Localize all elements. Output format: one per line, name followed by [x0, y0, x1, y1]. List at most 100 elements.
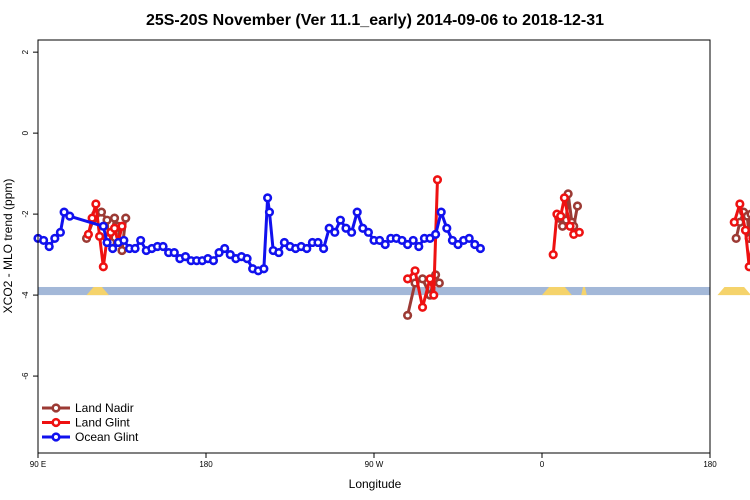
land-glint-point	[565, 221, 575, 231]
legend-item: Land Nadir	[42, 401, 134, 415]
series-ocean-glint	[33, 193, 486, 276]
land-nadir-point	[731, 233, 741, 244]
ocean-glint-point	[274, 247, 284, 258]
ocean-glint-point	[50, 233, 60, 244]
ocean-glint-point	[447, 235, 458, 246]
y-tick-label: -6	[21, 372, 30, 380]
land-nadir-point	[117, 245, 127, 256]
ocean-glint-point	[130, 243, 140, 254]
land-glint-point	[410, 266, 420, 276]
ocean-glint-point	[319, 243, 329, 254]
land-glint-point	[425, 274, 435, 284]
land-nadir-point	[746, 209, 750, 219]
land-block	[581, 286, 587, 296]
y-tick-label: 2	[21, 49, 30, 54]
land-glint-point	[574, 227, 584, 237]
x-tick-label: 180	[199, 460, 213, 469]
ocean-glint-point	[65, 211, 75, 221]
ocean-glint-point	[279, 237, 290, 248]
ocean-glint-point	[180, 252, 191, 262]
legend-label: Land Glint	[75, 416, 130, 430]
legend-label: Land Nadir	[75, 401, 134, 415]
land-glint-point	[94, 231, 105, 241]
y-axis: 2 0 -2 -4 -6	[21, 49, 38, 380]
legend-marker	[51, 417, 61, 428]
ocean-glint-point	[220, 243, 230, 254]
land-glint-point	[83, 229, 93, 239]
ocean-glint-point	[38, 235, 49, 246]
land-block	[542, 286, 572, 296]
y-tick-label: -2	[21, 210, 30, 218]
ocean-glint-point	[425, 233, 435, 244]
ocean-glint-point	[431, 229, 441, 239]
land-glint-point	[559, 193, 570, 203]
land-nadir-point	[109, 213, 120, 223]
ocean-glint-point	[59, 207, 69, 217]
ocean-glint-point	[263, 193, 273, 203]
ocean-glint-point	[363, 227, 374, 237]
ocean-glint-point	[358, 223, 368, 233]
ocean-glint-point	[347, 227, 357, 237]
ocean-glint-point	[403, 239, 413, 250]
ocean-glint-point	[380, 239, 390, 250]
ocean-glint-point	[302, 243, 312, 254]
land-glint-point	[556, 211, 566, 221]
legend-item: Land Glint	[42, 416, 130, 430]
legend-marker	[51, 432, 61, 442]
ocean-glint-point	[330, 227, 340, 237]
x-tick-label: 90 W	[365, 460, 384, 469]
ocean-glint-point	[324, 223, 334, 233]
chart-title: 25S-20S November (Ver 11.1_early) 2014-0…	[146, 12, 604, 29]
land-glint-point	[91, 199, 101, 209]
y-tick-label: -4	[21, 291, 30, 299]
ocean-glint-point	[108, 243, 118, 254]
ocean-glint-point	[214, 247, 224, 258]
land-nadir-point	[121, 213, 131, 223]
land-glint-point	[87, 213, 97, 223]
series-layer	[33, 175, 750, 320]
ocean-glint-point	[414, 241, 424, 252]
legend-label: Ocean Glint	[75, 430, 139, 444]
land-glint-point	[98, 262, 108, 272]
land-glint-line	[86, 202, 124, 269]
ocean-glint-point	[264, 207, 275, 217]
land-nadir-point	[572, 201, 583, 211]
land-glint-point	[117, 221, 127, 231]
ocean-glint-point	[453, 239, 463, 250]
legend-item: Ocean Glint	[42, 430, 139, 444]
ocean-glint-point	[225, 249, 235, 260]
x-tick-label: 0	[540, 460, 545, 469]
x-axis-title: Longitude	[349, 477, 402, 491]
y-axis-title: XCO2 - MLO trend (ppm)	[1, 179, 15, 314]
land-glint-point	[744, 262, 750, 272]
ocean-glint-point	[208, 256, 219, 266]
ocean-glint-point	[55, 227, 66, 237]
ocean-glint-point	[352, 207, 362, 217]
ocean-glint-point	[442, 223, 452, 233]
land-block	[86, 286, 109, 296]
ocean-glint-point	[408, 235, 418, 246]
land-glint-point	[417, 302, 428, 312]
ocean-glint-point	[475, 243, 486, 254]
ocean-glint-point	[470, 239, 480, 250]
land-glint-point	[548, 249, 558, 260]
ocean-glint-point	[98, 221, 108, 231]
ocean-glint-point	[119, 235, 129, 246]
land-glint-point	[403, 274, 413, 284]
land-glint-point	[432, 175, 443, 185]
plot-area	[33, 39, 750, 454]
ocean-glint-point	[102, 237, 112, 248]
land-glint-point	[429, 290, 439, 300]
ocean-glint-point	[464, 233, 474, 244]
ocean-glint-point	[436, 207, 446, 217]
ocean-glint-point	[259, 264, 269, 274]
ocean-glint-point	[397, 235, 407, 246]
ocean-glint-point	[375, 235, 385, 246]
ocean-glint-point	[341, 223, 351, 233]
land-glint-point	[109, 223, 120, 233]
land-glint-point	[729, 217, 739, 227]
land-block	[717, 286, 750, 296]
ocean-glint-point	[169, 247, 179, 258]
